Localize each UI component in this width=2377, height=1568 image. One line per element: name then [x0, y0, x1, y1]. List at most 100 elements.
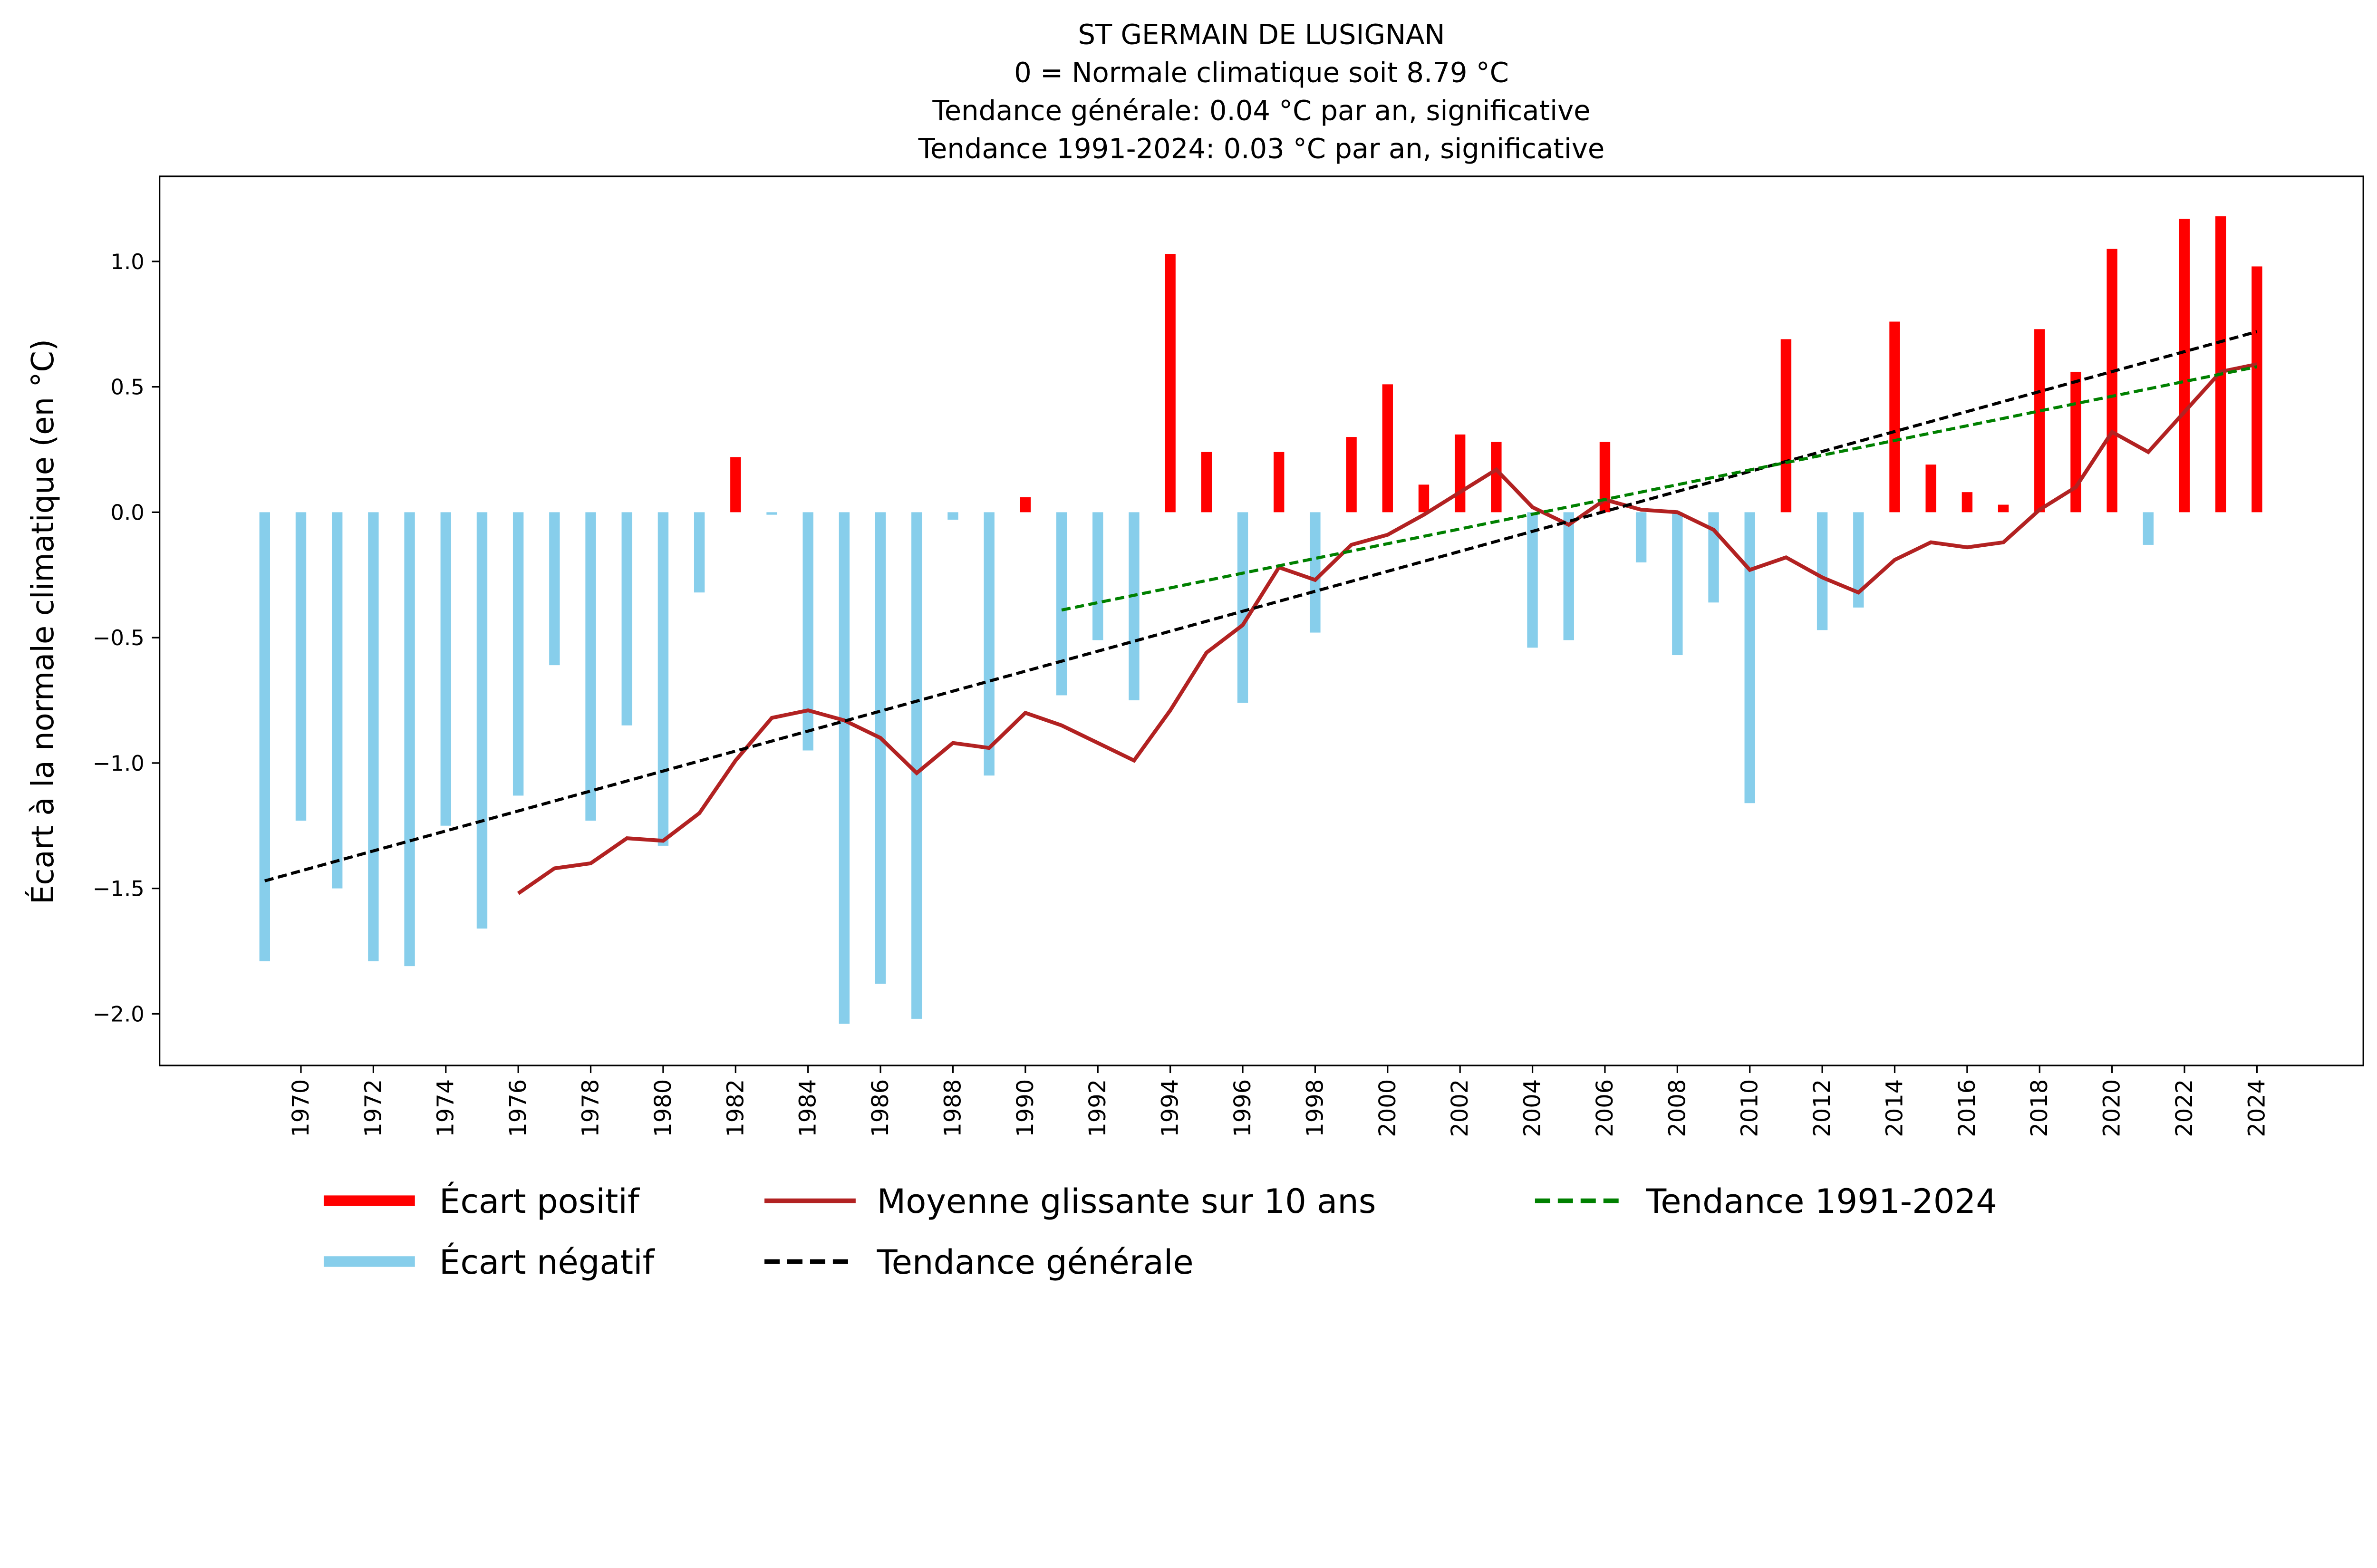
bar-1996 [1237, 512, 1248, 703]
bar-1973 [404, 512, 415, 967]
bar-1986 [875, 512, 886, 984]
bar-1987 [911, 512, 922, 1019]
x-tick-label: 2024 [2243, 1079, 2270, 1137]
bar-2017 [1998, 504, 2009, 513]
bar-1990 [1020, 497, 1031, 513]
x-tick-label: 1970 [288, 1079, 314, 1137]
bar-2004 [1527, 512, 1538, 648]
bar-2018 [2034, 329, 2045, 513]
bar-1999 [1346, 437, 1357, 513]
y-tick-label: −2.0 [93, 1001, 145, 1026]
x-tick-label: 1992 [1084, 1079, 1111, 1137]
x-tick-label: 1998 [1302, 1079, 1328, 1137]
bar-2023 [2215, 216, 2226, 513]
x-tick-label: 1978 [578, 1079, 604, 1137]
chart-title: ST GERMAIN DE LUSIGNAN 0 = Normale clima… [918, 19, 1605, 165]
bar-1983 [766, 512, 777, 515]
title-line-4: Tendance 1991-2024: 0.03 °C par an, sign… [918, 133, 1605, 165]
bar-1974 [440, 512, 451, 826]
bar-2024 [2251, 266, 2262, 513]
legend-label-trend-general: Tendance générale [877, 1243, 1194, 1282]
bar-2019 [2070, 371, 2081, 513]
bar-2003 [1491, 442, 1502, 513]
x-tick-label: 1980 [650, 1079, 676, 1137]
legend-label-negative: Écart négatif [439, 1242, 656, 1282]
axes-frame [159, 175, 2364, 1066]
bar-1969 [259, 512, 270, 961]
bar-1994 [1165, 254, 1176, 513]
x-tick-label: 1982 [722, 1079, 749, 1137]
bar-2007 [1635, 512, 1647, 562]
bar-1988 [947, 512, 958, 520]
trend-recent-line [1061, 365, 2258, 612]
x-tick-label: 2006 [1592, 1079, 1618, 1137]
bar-2008 [1672, 512, 1683, 656]
bar-2013 [1853, 512, 1864, 608]
x-tick-label: 2008 [1664, 1079, 1691, 1137]
x-tick-label: 1972 [360, 1079, 387, 1137]
bar-1997 [1274, 452, 1285, 513]
x-tick-label: 1974 [433, 1079, 459, 1137]
bar-2010 [1744, 512, 1755, 803]
bar-1981 [694, 512, 705, 593]
moving-average-line [517, 362, 2258, 895]
x-tick-label: 1984 [795, 1079, 821, 1137]
bar-1991 [1056, 512, 1067, 696]
x-tick-label: 2010 [1737, 1079, 1763, 1137]
title-line-2: 0 = Normale climatique soit 8.79 °C [1014, 57, 1509, 89]
x-tick-label: 1976 [505, 1079, 531, 1137]
x-tick-label: 2018 [2026, 1079, 2053, 1137]
bar-2014 [1889, 321, 1900, 513]
bar-1992 [1092, 512, 1103, 640]
y-tick-label: −1.0 [93, 751, 145, 776]
bar-2021 [2143, 512, 2154, 545]
legend-label-trend-recent: Tendance 1991-2024 [1645, 1182, 1997, 1221]
x-tick-label: 2020 [2099, 1079, 2126, 1137]
x-tick-label: 1988 [939, 1079, 966, 1137]
y-tick-label: −0.5 [93, 625, 145, 650]
title-line-3: Tendance générale: 0.04 °C par an, signi… [932, 95, 1590, 127]
bar-1978 [585, 512, 596, 821]
bar-2011 [1780, 339, 1792, 513]
x-axis: 1970 1972 1974 1976 1978 1980 1982 1984 1986 1988… [288, 1065, 2270, 1137]
bar-1995 [1201, 452, 1212, 513]
bar-2022 [2179, 219, 2190, 513]
bar-1989 [984, 512, 995, 776]
bar-1993 [1129, 512, 1140, 700]
bar-2002 [1454, 434, 1466, 513]
bar-1976 [512, 512, 524, 796]
y-axis: −2.0 −1.5 −1.0 −0.5 0.0 0.5 1.0 [93, 249, 160, 1026]
bar-2000 [1382, 384, 1393, 513]
y-tick-label: 0.0 [111, 500, 145, 525]
legend-label-positive: Écart positif [439, 1181, 640, 1221]
y-tick-label: 1.0 [111, 249, 145, 274]
bar-1975 [476, 512, 488, 929]
bar-2009 [1708, 512, 1719, 603]
y-tick-label: −1.5 [93, 876, 145, 901]
bar-2006 [1599, 442, 1611, 513]
bar-1977 [549, 512, 560, 666]
bar-1998 [1310, 512, 1321, 633]
bar-1979 [621, 512, 632, 726]
x-tick-label: 2014 [1881, 1079, 1908, 1137]
bar-2012 [1817, 512, 1828, 630]
bar-2015 [1925, 465, 1936, 513]
bar-2016 [1962, 492, 1973, 513]
bar-1980 [657, 512, 669, 846]
bar-1972 [368, 512, 379, 961]
title-line-1: ST GERMAIN DE LUSIGNAN [1078, 19, 1445, 51]
x-tick-label: 1996 [1229, 1079, 1256, 1137]
x-tick-label: 1994 [1157, 1079, 1184, 1137]
x-tick-label: 2000 [1374, 1079, 1401, 1137]
bar-1985 [839, 512, 850, 1024]
x-tick-label: 2012 [1809, 1079, 1836, 1137]
bar-1984 [802, 512, 813, 751]
x-tick-label: 2004 [1519, 1079, 1546, 1137]
chart: ST GERMAIN DE LUSIGNAN 0 = Normale clima… [25, 19, 2364, 1282]
trend-general-line [264, 330, 2258, 882]
x-tick-label: 2016 [1954, 1079, 1981, 1137]
plot-area [259, 216, 2262, 1024]
x-tick-label: 2022 [2171, 1079, 2198, 1137]
bar-2001 [1418, 484, 1430, 513]
y-axis-label: Écart à la normale climatique (en °C) [25, 339, 61, 904]
